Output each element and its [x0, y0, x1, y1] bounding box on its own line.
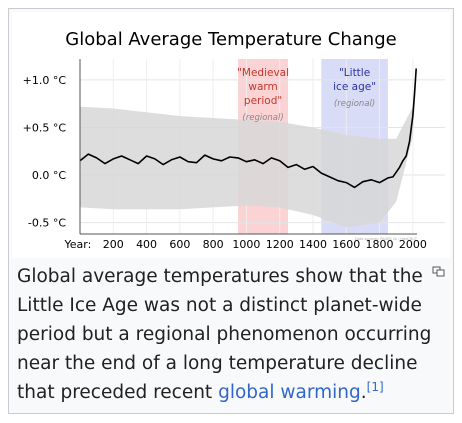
x-tick-label-2: 600: [169, 238, 190, 251]
reference-link[interactable]: [1]: [366, 379, 384, 394]
region-sublabel-1: (regional): [334, 99, 375, 109]
caption-line-2: Little Ice Age was not a distinct planet…: [17, 295, 422, 316]
x-tick-label-1: 400: [136, 238, 157, 251]
y-tick-label-3: -0.5 °C: [28, 217, 66, 230]
x-tick-label-5: 1200: [266, 238, 294, 251]
region-label-0-line-0: "Medieval: [237, 67, 289, 79]
uncertainty-band: [80, 68, 417, 228]
mean-temperature-line: [79, 68, 417, 189]
caption-period: .: [360, 382, 367, 403]
caption-line-5: that preceded recent: [17, 382, 219, 403]
figure-caption: Global average temperatures show that th…: [17, 262, 437, 407]
region-label-1-line-0: "Little: [339, 67, 370, 79]
enlarge-icon[interactable]: [432, 266, 446, 278]
chart-footnote: Data sources: PAGES 2k / HadCRUT: [355, 237, 418, 241]
chart-title: Global Average Temperature Change: [65, 29, 396, 50]
region-label-0-line-1: warm: [248, 81, 277, 93]
x-axis-prefix: Year:: [63, 238, 91, 251]
global-warming-link[interactable]: global warming: [218, 382, 361, 403]
x-tick-label-9: 2000: [399, 238, 427, 251]
x-tick-label-0: 200: [103, 238, 124, 251]
region-label-1-line-1: ice age": [333, 81, 376, 93]
x-tick-label-8: 1800: [366, 238, 394, 251]
region-sublabel-0: (regional): [242, 113, 283, 123]
region-label-0-line-2: period": [244, 95, 282, 107]
y-tick-label-1: +0.5 °C: [23, 121, 67, 134]
temperature-chart[interactable]: Global Average Temperature Change "Mediev…: [12, 12, 450, 258]
x-tick-label-7: 1600: [332, 238, 360, 251]
caption-line-4: near the end of a long temperature decli…: [17, 353, 418, 374]
y-tick-label-0: +1.0 °C: [23, 74, 67, 87]
x-tick-label-6: 1400: [299, 238, 327, 251]
y-tick-label-2: 0.0 °C: [32, 169, 66, 182]
x-tick-label-4: 1000: [232, 238, 260, 251]
caption-line-3: period but a regional phenomenon occurri…: [17, 324, 432, 345]
caption-line-1: Global average temperatures show that th…: [17, 266, 423, 287]
chart-svg: Global Average Temperature Change "Mediev…: [23, 29, 445, 251]
x-tick-label-3: 800: [203, 238, 224, 251]
